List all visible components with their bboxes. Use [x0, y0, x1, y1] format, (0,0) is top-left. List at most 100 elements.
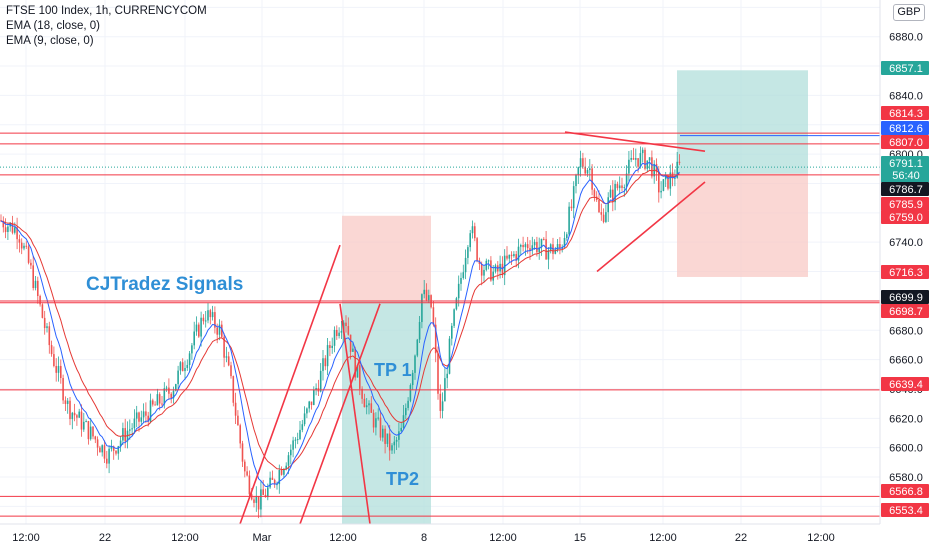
- signals-annotation: CJTradez Signals: [86, 274, 243, 295]
- candle: [64, 396, 67, 411]
- price-tag[interactable]: 6807.0: [881, 135, 929, 149]
- price-tag[interactable]: 6857.1: [881, 61, 929, 75]
- candle: [536, 236, 538, 257]
- candle: [591, 164, 593, 196]
- candle-body: [398, 431, 400, 440]
- candle-body: [469, 233, 471, 248]
- candle-body: [340, 331, 343, 333]
- candle-body: [324, 358, 327, 367]
- candle-body: [639, 153, 642, 167]
- candle: [543, 237, 545, 241]
- price-tag-label: 6698.7: [889, 306, 923, 318]
- price-tag[interactable]: 6716.3: [881, 265, 929, 279]
- candle-body: [154, 404, 156, 406]
- candle-body: [313, 389, 315, 405]
- price-tag[interactable]: 6791.1: [881, 156, 929, 170]
- price-tag[interactable]: 6699.9: [881, 290, 929, 304]
- candle-body: [471, 226, 474, 234]
- candle: [336, 325, 338, 340]
- time-axis[interactable]: 12:00 22 12:00 Mar 12:00 8 12:00 15 12:00 22 12:00: [0, 523, 880, 544]
- price-tag[interactable]: 6759.0: [881, 210, 929, 224]
- candle: [149, 393, 152, 424]
- trend-line[interactable]: [299, 303, 381, 525]
- price-tag-bg: [881, 210, 929, 224]
- candle-body: [20, 242, 23, 249]
- candle-body: [209, 310, 212, 318]
- candle-body: [216, 327, 218, 335]
- candle-body: [310, 401, 313, 405]
- candle-body: [586, 170, 589, 174]
- candle: [359, 359, 361, 396]
- price-tag[interactable]: 6698.7: [881, 304, 929, 318]
- candle: [455, 296, 458, 311]
- candle: [108, 445, 110, 474]
- candle: [310, 401, 313, 410]
- price-tag[interactable]: 6786.7: [881, 182, 929, 196]
- price-tag[interactable]: 6812.6: [881, 121, 929, 135]
- trend-line[interactable]: [239, 244, 341, 525]
- price-tick-label: 6660.0: [889, 355, 923, 367]
- candle: [370, 396, 373, 413]
- candle: [432, 300, 435, 327]
- candle: [223, 332, 225, 368]
- candle-body: [271, 477, 274, 480]
- currency-selector[interactable]: GBP: [893, 4, 925, 21]
- candle-body: [296, 439, 299, 441]
- price-tag[interactable]: 6639.4: [881, 377, 929, 391]
- candle-body: [625, 173, 628, 188]
- candle-body: [464, 257, 467, 273]
- candle-body: [290, 449, 292, 456]
- candle: [142, 403, 145, 423]
- candle-body: [200, 317, 202, 337]
- price-tag[interactable]: 6814.3: [881, 106, 929, 120]
- horizontal-levels[interactable]: [0, 132, 880, 517]
- candle: [520, 243, 522, 256]
- candle-body: [418, 322, 421, 340]
- candle: [193, 321, 195, 350]
- price-tag-bg: [881, 135, 929, 149]
- candle-body: [393, 441, 396, 446]
- price-tag[interactable]: 6785.9: [881, 197, 929, 211]
- trend-line[interactable]: [339, 303, 371, 525]
- candle: [122, 422, 124, 445]
- candle: [448, 335, 451, 375]
- candle-body: [648, 157, 651, 161]
- candle-body: [283, 469, 285, 475]
- price-tag-label: 6807.0: [889, 137, 923, 149]
- take-profit-zone: [342, 301, 431, 524]
- candle: [441, 392, 444, 419]
- price-tag-label: 6699.9: [889, 292, 923, 304]
- time-tick-label: 15: [574, 532, 586, 544]
- candle: [483, 265, 485, 283]
- price-tag-label: 6812.6: [889, 123, 923, 135]
- price-tag-label: 6553.4: [889, 505, 923, 517]
- candle: [269, 471, 271, 489]
- price-tick-label: 6740.0: [889, 237, 923, 249]
- candle: [306, 407, 308, 419]
- price-axis[interactable]: 6560.06580.06600.06620.06640.06660.06680…: [879, 0, 929, 524]
- trend-line[interactable]: [564, 131, 706, 152]
- candle-body: [32, 265, 34, 289]
- price-tag[interactable]: 6553.4: [881, 503, 929, 517]
- price-tick-label: 6880.0: [889, 32, 923, 44]
- candle-body: [513, 254, 515, 257]
- candle: [648, 157, 651, 170]
- candle: [547, 247, 550, 270]
- legend-ema-9: EMA (9, close, 0): [6, 35, 94, 47]
- time-tick-label: 12:00: [489, 532, 517, 544]
- candle-body: [64, 400, 67, 404]
- candle: [50, 340, 53, 357]
- candle: [595, 191, 598, 202]
- time-tick-label: 8: [421, 532, 427, 544]
- candle-body: [582, 158, 584, 167]
- time-tick-label: Mar: [253, 532, 272, 544]
- price-tag[interactable]: 6566.8: [881, 484, 929, 498]
- trend-line[interactable]: [596, 181, 706, 273]
- candle-body: [628, 159, 630, 174]
- price-tag-label: 6857.1: [889, 63, 923, 75]
- trend-lines[interactable]: [239, 131, 706, 525]
- candle: [241, 440, 244, 468]
- candle-body: [531, 245, 534, 251]
- candle: [20, 238, 23, 255]
